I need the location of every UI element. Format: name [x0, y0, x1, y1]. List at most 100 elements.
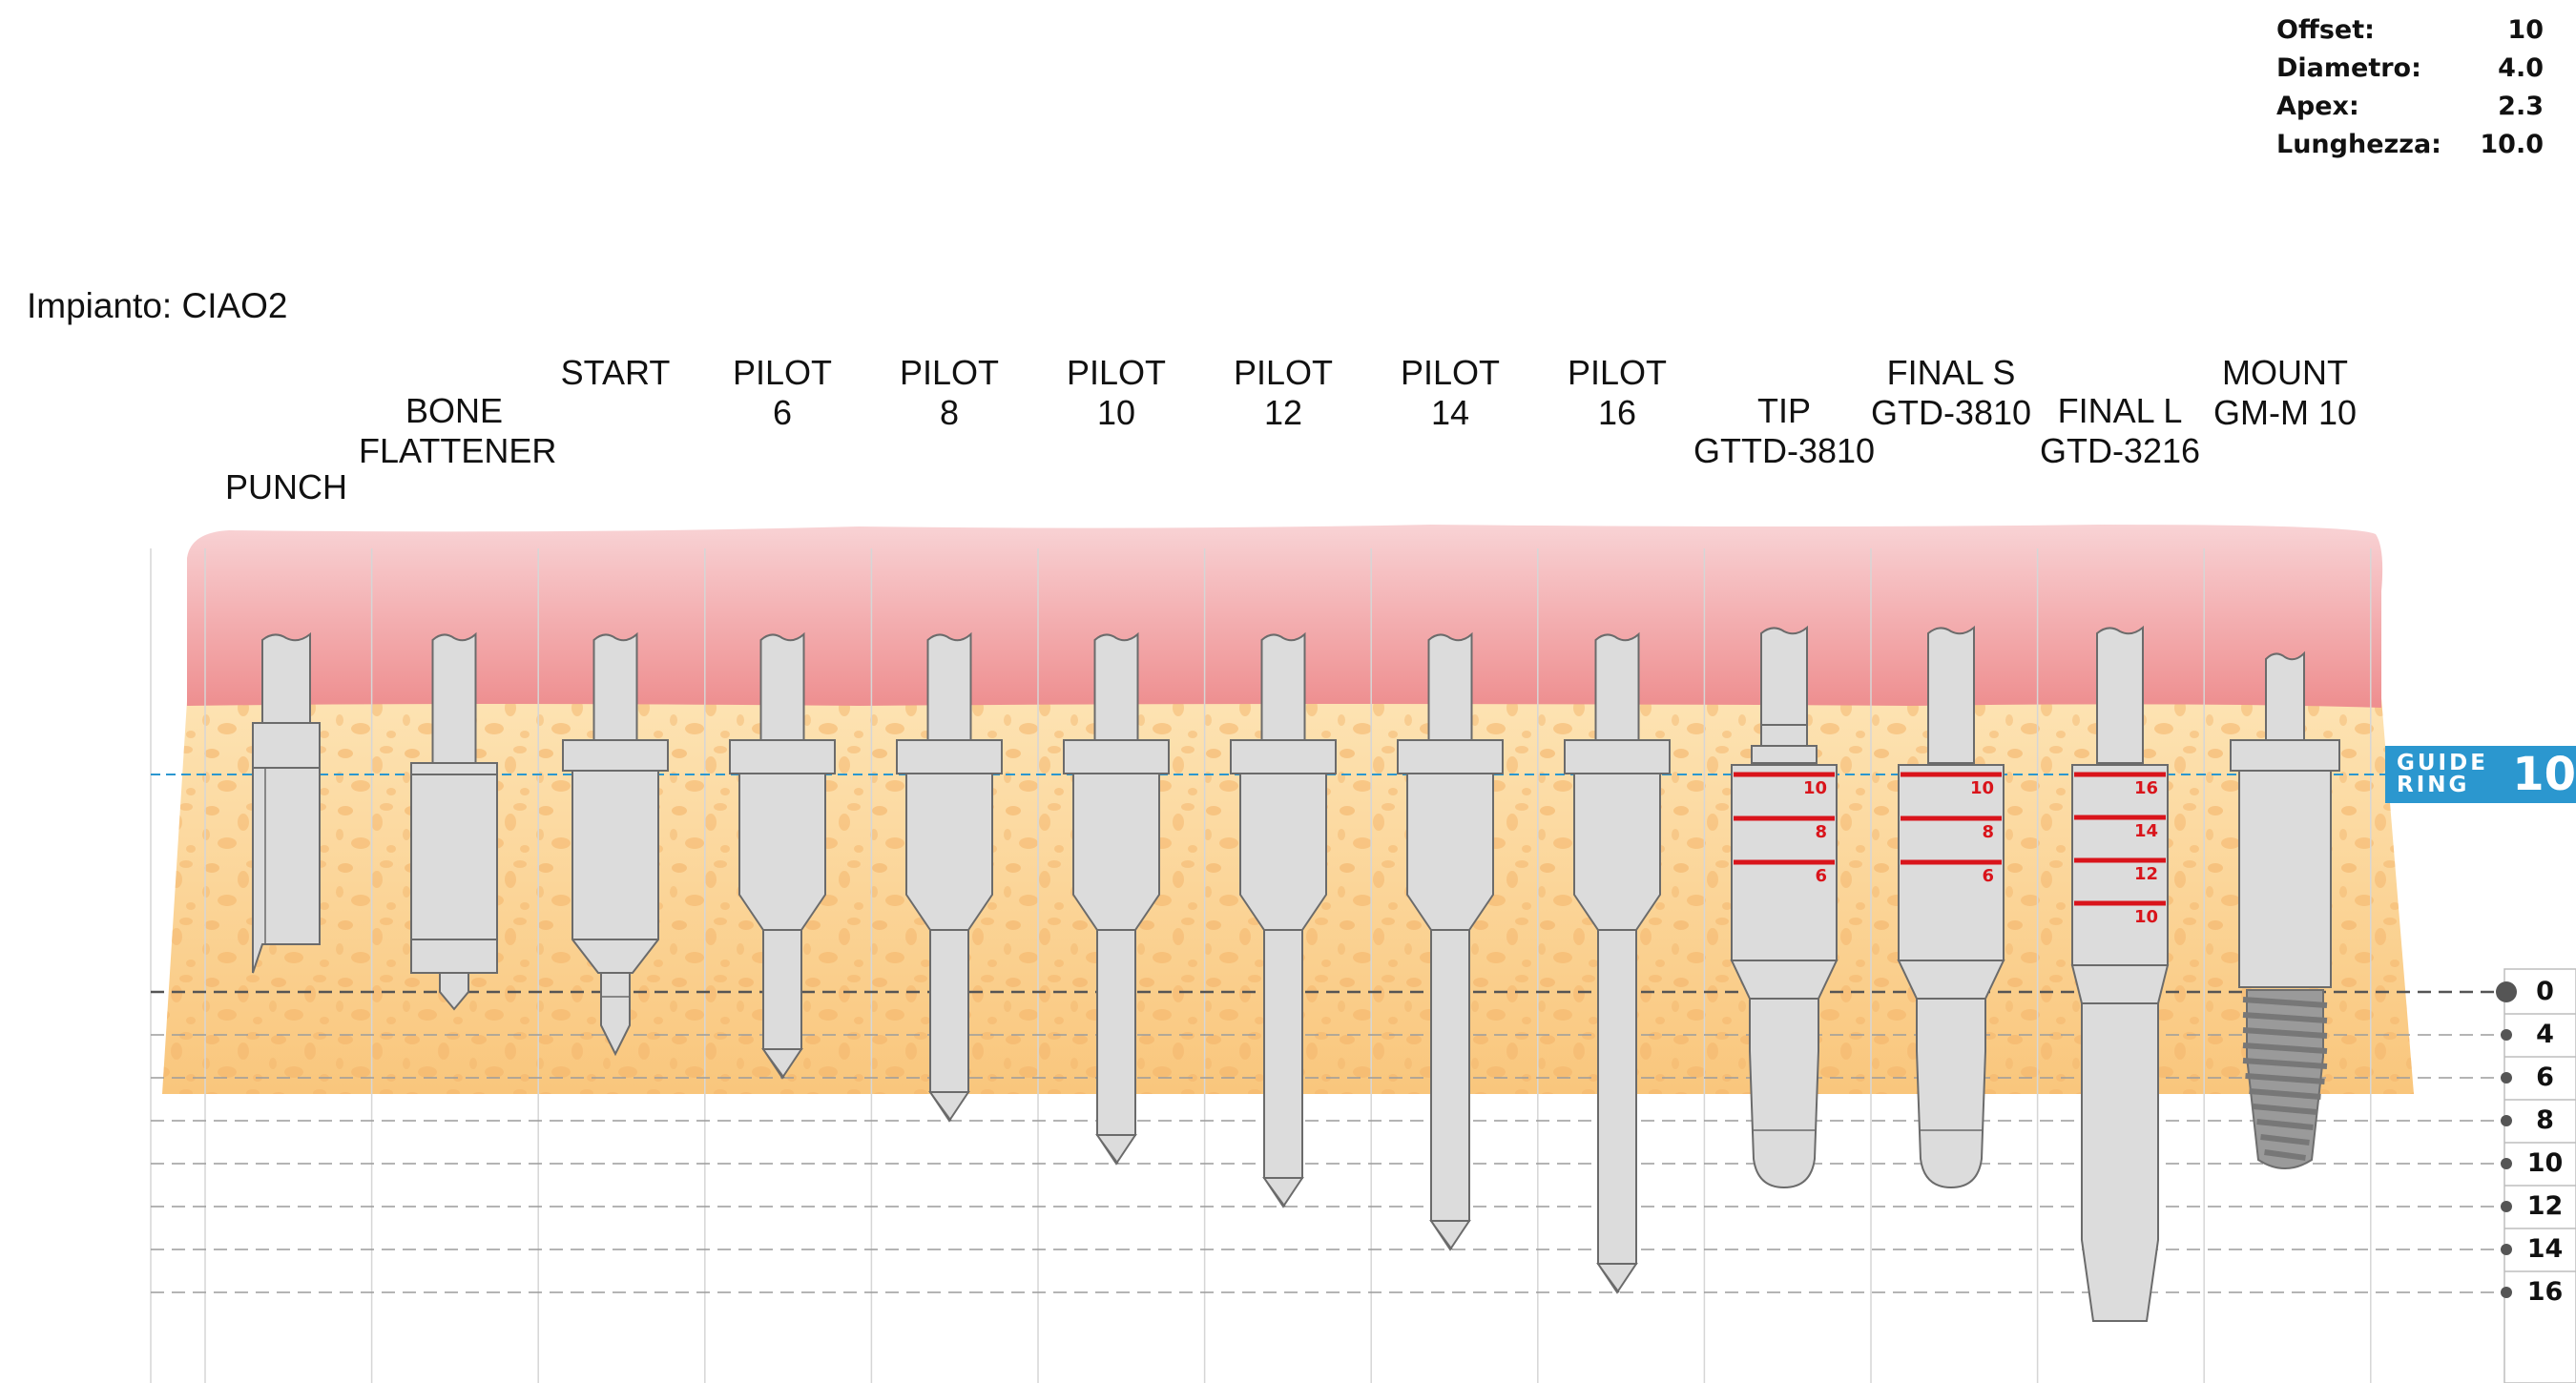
- tip-instrument: 10 8 6: [1730, 625, 1839, 1189]
- tool-label-pilot-10: PILOT 10: [1021, 353, 1212, 433]
- tool-label-bone-flattener: BONE FLATTENER: [359, 391, 557, 471]
- depth-mark-label: 10: [2134, 907, 2158, 927]
- pilot-16-instrument: [1564, 631, 1671, 1294]
- tool-label-mount: MOUNT GM-M 10: [2190, 353, 2380, 433]
- tool-label-line1: FINAL L: [2057, 391, 2183, 430]
- spec-offset: Offset: 10: [2276, 11, 2544, 50]
- depth-scale-dot: [2501, 1115, 2512, 1126]
- guide-ring-text: GUIDE RING: [2397, 753, 2510, 796]
- tool-label-pilot-6: PILOT 6: [687, 353, 878, 433]
- tool-label-tip: TIP GTTD-3810: [1689, 391, 1880, 471]
- spec-diametro: Diametro: 4.0: [2276, 50, 2544, 88]
- depth-scale-dot: [2501, 1201, 2512, 1212]
- diametro-value: 4.0: [2498, 53, 2544, 83]
- lunghezza-label: Lunghezza:: [2276, 130, 2441, 159]
- tool-label-line1: FINAL S: [1886, 353, 2016, 392]
- tool-label-line1: PILOT: [1066, 353, 1167, 392]
- depth-scale: [2496, 968, 2576, 1383]
- tool-label-line2: GM-M 10: [2212, 393, 2357, 432]
- tool-label-line1: PILOT: [1567, 353, 1668, 392]
- apex-value: 2.3: [2498, 92, 2544, 121]
- tool-label-line1: TIP: [1756, 391, 1811, 430]
- depth-scale-dot: [2501, 1158, 2512, 1169]
- pilot-10-instrument: [1063, 631, 1170, 1166]
- depth-scale-dot: [2496, 981, 2517, 1002]
- tool-label-line2: GTD-3216: [2039, 431, 2201, 470]
- pilot-14-instrument: [1397, 631, 1504, 1251]
- tool-label-line2: 16: [1597, 393, 1637, 432]
- depth-scale-dot: [2501, 1244, 2512, 1255]
- final-l-instrument: 16 14 12 10: [2070, 625, 2170, 1322]
- depth-mark-label: 8: [1815, 822, 1827, 842]
- column-grid: [150, 548, 2372, 1383]
- depth-scale-label: 0: [2536, 977, 2554, 1006]
- guide-ring-text-line1: GUIDE: [2397, 751, 2488, 775]
- tool-label-final-l: FINAL L GTD-3216: [2025, 391, 2215, 471]
- tool-label-line1: PILOT: [1400, 353, 1501, 392]
- tool-label-line2: GTTD-3810: [1693, 431, 1876, 470]
- implant-title: Impianto: CIAO2: [27, 286, 288, 325]
- guide-ring-badge: GUIDE RING 10: [2385, 746, 2576, 803]
- implant-specs: Offset: 10 Diametro: 4.0 Apex: 2.3 Lungh…: [2276, 11, 2544, 164]
- depth-mark-label: 10: [1970, 778, 1994, 798]
- tool-label-line2: 12: [1263, 393, 1303, 432]
- depth-mark-label: 12: [2134, 864, 2158, 884]
- depth-mark-label: 6: [1982, 866, 1994, 886]
- mount-instrument: [2230, 650, 2340, 1169]
- tool-label-line2: GTD-3810: [1870, 393, 2032, 432]
- final-s-instrument: 10 8 6: [1897, 625, 2005, 1189]
- tool-label-pilot-12: PILOT 12: [1188, 353, 1379, 433]
- tool-label-line1: BONE: [405, 391, 504, 430]
- tool-label-line2: 14: [1430, 393, 1470, 432]
- tool-label-line1: PILOT: [899, 353, 1000, 392]
- depth-scale-dot: [2501, 1029, 2512, 1041]
- depth-scale-dot: [2501, 1072, 2512, 1084]
- tool-label-pilot-16: PILOT 16: [1522, 353, 1713, 433]
- depth-mark-label: 14: [2134, 821, 2158, 841]
- tool-label-punch: PUNCH: [191, 467, 382, 507]
- tool-label-line2: FLATTENER: [359, 431, 557, 470]
- tool-label-line2: 8: [939, 393, 960, 432]
- diametro-label: Diametro:: [2276, 53, 2421, 83]
- depth-mark-label: 10: [1803, 778, 1827, 798]
- depth-scale-label: 10: [2526, 1148, 2564, 1178]
- tool-label-pilot-14: PILOT 14: [1355, 353, 1546, 433]
- guide-ring-value: 10: [2512, 748, 2576, 801]
- depth-scale-label: 14: [2526, 1234, 2564, 1264]
- pilot-6-instrument: [729, 631, 836, 1080]
- gum-layer: [187, 525, 2383, 708]
- tool-label-line1: START: [560, 353, 671, 392]
- tool-label-line2: PUNCH: [224, 467, 347, 506]
- tool-label-pilot-8: PILOT 8: [854, 353, 1045, 433]
- instruments: 10 8 6 10 8 6 16 14 12 10: [252, 625, 2340, 1322]
- depth-scale-label: 16: [2526, 1277, 2564, 1307]
- tool-label-line2: 6: [772, 393, 793, 432]
- lunghezza-value: 10.0: [2480, 130, 2544, 159]
- depth-scale-box: [2503, 968, 2576, 1383]
- tool-label-line1: MOUNT: [2222, 353, 2348, 392]
- guide-ring-text-line2: RING: [2397, 773, 2470, 797]
- spec-lunghezza: Lunghezza: 10.0: [2276, 126, 2544, 164]
- tool-label-line1: PILOT: [732, 353, 833, 392]
- depth-scale-label: 6: [2536, 1063, 2554, 1092]
- apex-label: Apex:: [2276, 92, 2359, 121]
- spec-apex: Apex: 2.3: [2276, 88, 2544, 126]
- depth-mark-label: 6: [1815, 866, 1827, 886]
- pilot-12-instrument: [1230, 631, 1337, 1208]
- depth-scale-label: 4: [2536, 1020, 2554, 1049]
- depth-scale-label: 12: [2526, 1191, 2564, 1221]
- tool-label-final-s: FINAL S GTD-3810: [1856, 353, 2046, 433]
- pilot-8-instrument: [896, 631, 1003, 1123]
- depth-scale-label: 8: [2536, 1105, 2554, 1135]
- tool-label-line1: PILOT: [1233, 353, 1334, 392]
- offset-value: 10: [2507, 15, 2544, 45]
- offset-label: Offset:: [2276, 15, 2375, 45]
- depth-mark-label: 8: [1982, 822, 1994, 842]
- bone-flattener-instrument: [410, 631, 498, 1011]
- depth-scale-dot: [2501, 1287, 2512, 1298]
- punch-instrument: [252, 631, 321, 974]
- depth-mark-label: 16: [2134, 778, 2158, 798]
- tool-label-start: START: [520, 353, 711, 393]
- implant: [2242, 989, 2328, 1169]
